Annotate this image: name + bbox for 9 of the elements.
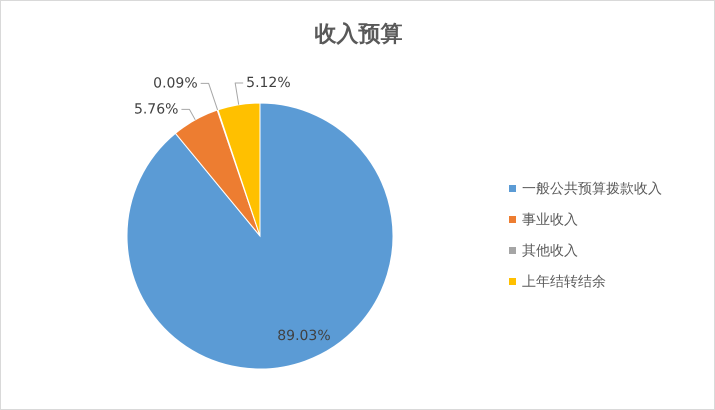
legend-label: 事业收入 <box>522 210 578 228</box>
data-label: 5.76% <box>134 101 178 118</box>
data-label: 89.03% <box>277 328 331 344</box>
legend-label: 上年结转结余 <box>522 272 606 290</box>
legend-label: 一般公共预算拨款收入 <box>522 180 662 198</box>
legend-label: 其他收入 <box>522 242 578 260</box>
data-label: 5.12% <box>246 75 291 91</box>
data-label: 0.09% <box>153 75 198 92</box>
chart-title: 收入预算 <box>314 20 404 49</box>
